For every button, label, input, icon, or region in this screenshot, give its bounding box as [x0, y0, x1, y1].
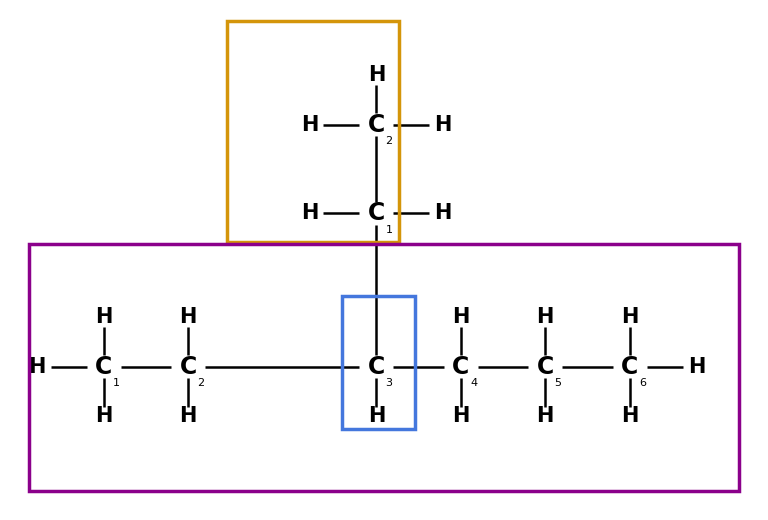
Text: C: C: [368, 113, 385, 137]
Text: C: C: [452, 355, 469, 379]
Text: H: H: [301, 203, 318, 223]
Text: H: H: [621, 307, 638, 327]
Text: 1: 1: [386, 225, 392, 235]
Text: H: H: [452, 406, 469, 426]
Text: 6: 6: [639, 378, 646, 388]
Text: H: H: [537, 307, 554, 327]
Text: H: H: [435, 203, 452, 223]
Text: C: C: [537, 355, 554, 379]
Text: H: H: [435, 115, 452, 135]
Text: C: C: [368, 355, 385, 379]
Text: H: H: [688, 357, 705, 376]
Text: H: H: [621, 406, 638, 426]
Text: 3: 3: [386, 378, 392, 388]
Text: 1: 1: [113, 378, 120, 388]
Text: C: C: [95, 355, 112, 379]
Text: H: H: [95, 406, 112, 426]
Bar: [227, 21, 399, 242]
Text: H: H: [180, 406, 197, 426]
Text: H: H: [180, 307, 197, 327]
Text: C: C: [621, 355, 638, 379]
Text: 2: 2: [197, 378, 204, 388]
Text: C: C: [180, 355, 197, 379]
Text: 5: 5: [554, 378, 561, 388]
Bar: [342, 296, 415, 429]
Text: H: H: [452, 307, 469, 327]
Bar: [29, 244, 739, 491]
Text: H: H: [537, 406, 554, 426]
Text: 4: 4: [470, 378, 477, 388]
Text: 2: 2: [386, 136, 392, 146]
Text: H: H: [95, 307, 112, 327]
Text: H: H: [301, 115, 318, 135]
Text: H: H: [368, 66, 385, 85]
Text: H: H: [368, 406, 385, 426]
Text: H: H: [28, 357, 45, 376]
Text: C: C: [368, 201, 385, 225]
